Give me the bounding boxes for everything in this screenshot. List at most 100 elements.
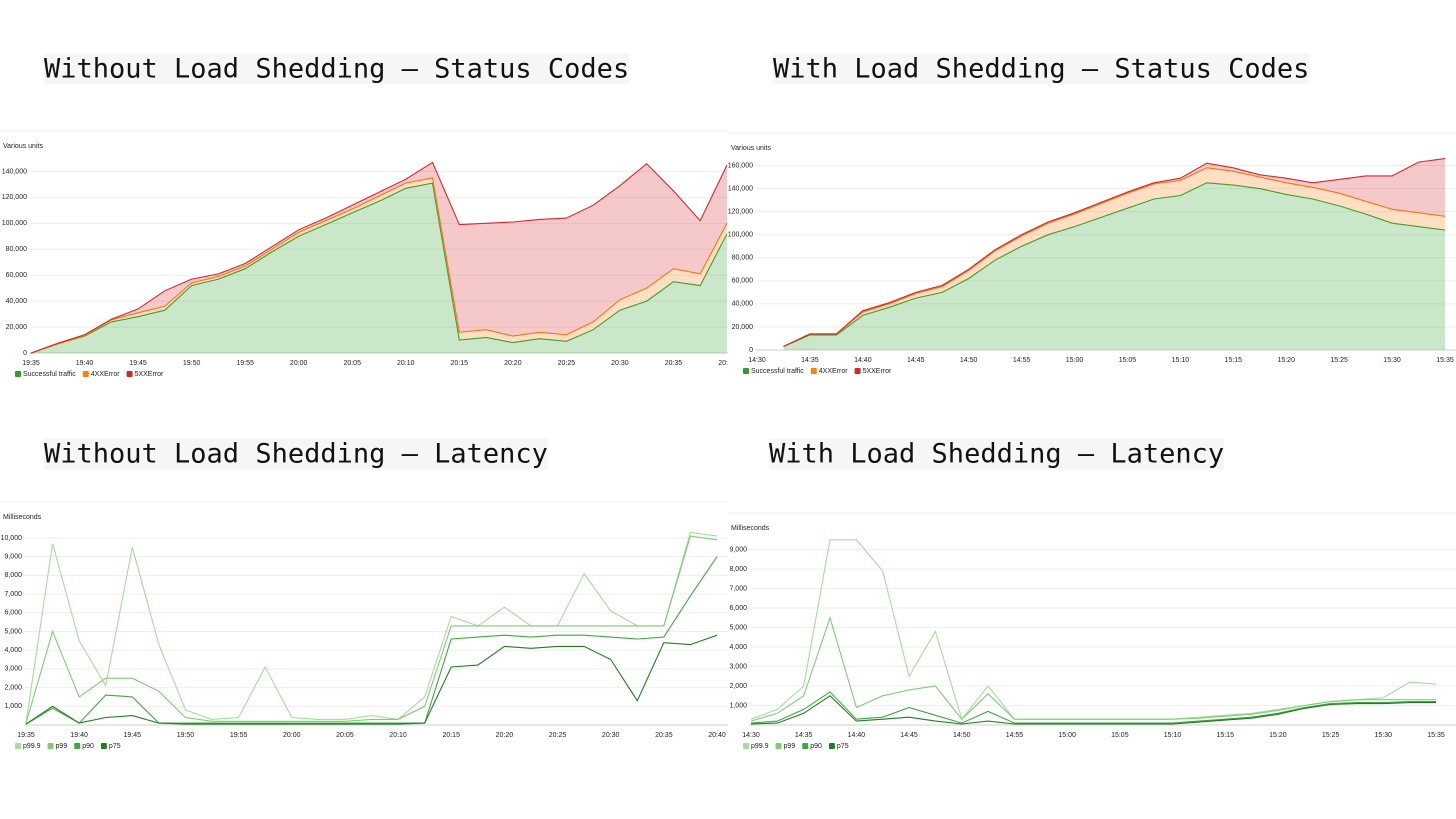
y-tick-label: 80,000 <box>732 255 754 262</box>
y-tick-label: 0 <box>749 347 753 354</box>
series-line <box>25 535 718 724</box>
y-tick-label: 3,000 <box>729 663 747 670</box>
x-tick-label: 20:05 <box>343 360 361 367</box>
x-tick-label: 15:30 <box>1383 357 1401 364</box>
legend-label: p99 <box>56 743 68 750</box>
legend-label: Successful traffic <box>751 368 804 375</box>
area-fill <box>31 162 727 353</box>
x-tick-label: 19:50 <box>177 732 195 739</box>
y-tick-label: 10,000 <box>1 535 23 542</box>
y-tick-label: 8,000 <box>4 572 22 579</box>
legend-swatch <box>854 368 861 374</box>
legend-label: 4XXError <box>819 368 848 375</box>
y-tick-label: 7,000 <box>729 585 747 592</box>
x-tick-label: 15:15 <box>1216 732 1234 739</box>
y-tick-label: 80,000 <box>6 246 28 253</box>
x-tick-label: 14:35 <box>795 732 813 739</box>
y-tick-label: 0 <box>23 350 27 357</box>
title-background <box>44 438 548 470</box>
x-tick-label: 14:30 <box>748 357 766 364</box>
area-fill <box>783 167 1445 347</box>
area-edge <box>783 167 1446 347</box>
legend-label: p99 <box>784 743 796 750</box>
legend-label: p90 <box>810 743 822 750</box>
x-tick-label: 15:35 <box>1427 732 1445 739</box>
x-tick-label: 15:10 <box>1172 357 1190 364</box>
y-tick-label: 120,000 <box>728 208 753 215</box>
legend-label: p75 <box>109 743 121 750</box>
x-tick-label: 14:35 <box>801 357 819 364</box>
y-tick-label: 1,000 <box>729 702 747 709</box>
x-tick-label: 20:00 <box>283 732 301 739</box>
x-tick-label: 20:25 <box>549 732 567 739</box>
x-tick-label: 20:10 <box>397 360 415 367</box>
y-tick-label: 100,000 <box>728 232 753 239</box>
legend-label: p75 <box>837 743 849 750</box>
x-tick-label: 15:35 <box>1436 357 1454 364</box>
y-tick-label: 160,000 <box>728 162 753 169</box>
y-tick-label: 120,000 <box>2 194 27 201</box>
x-tick-label: 15:05 <box>1119 357 1137 364</box>
chart-panel: With Load Shedding – Status Codes Various… <box>728 53 1456 375</box>
x-tick-label: 14:40 <box>854 357 872 364</box>
y-axis-label: Milliseconds <box>731 525 770 532</box>
x-tick-label: 20:10 <box>389 732 407 739</box>
chart-title: Without Load Shedding – Latency <box>44 439 548 470</box>
x-tick-label: 14:50 <box>960 357 978 364</box>
x-tick-label: 20:15 <box>451 360 469 367</box>
legend-swatch <box>47 743 54 749</box>
x-tick-label: 19:50 <box>183 360 201 367</box>
title-background <box>773 53 1310 85</box>
x-tick-label: 19:40 <box>70 732 88 739</box>
y-tick-label: 60,000 <box>6 272 28 279</box>
chart-panel: Without Load Shedding – Status Codes Vari… <box>0 53 736 378</box>
series-line <box>750 615 1436 722</box>
x-tick-label: 15:30 <box>1375 732 1393 739</box>
area-edge <box>30 182 728 354</box>
y-tick-label: 3,000 <box>4 666 22 673</box>
x-tick-label: 15:20 <box>1269 732 1287 739</box>
legend-swatch <box>828 743 835 749</box>
area-fill <box>783 182 1445 350</box>
y-tick-label: 20,000 <box>732 324 754 331</box>
legend-swatch <box>743 743 749 749</box>
area-fill <box>783 158 1445 347</box>
y-tick-label: 2,000 <box>729 683 747 690</box>
chart-title: With Load Shedding – Latency <box>769 439 1224 470</box>
chart-title: Without Load Shedding – Status Codes <box>44 54 629 85</box>
x-tick-label: 14:55 <box>1006 732 1024 739</box>
series-line <box>750 539 1437 721</box>
y-tick-label: 8,000 <box>729 566 747 573</box>
y-tick-label: 4,000 <box>729 644 747 651</box>
chart-panel: Without Load Shedding – Latency Milliseco… <box>0 438 728 750</box>
area-edge <box>783 182 1446 348</box>
x-tick-label: 19:45 <box>129 360 147 367</box>
series-line <box>750 691 1436 724</box>
x-tick-label: 14:40 <box>848 732 866 739</box>
x-tick-label: 19:40 <box>76 360 94 367</box>
legend-label: 4XXError <box>91 371 120 378</box>
x-tick-label: 15:25 <box>1330 357 1348 364</box>
chart-title: With Load Shedding – Status Codes <box>773 54 1309 85</box>
y-tick-label: 2,000 <box>4 684 22 691</box>
legend-label: p99.9 <box>23 743 41 750</box>
y-axis-label: Various units <box>3 143 43 150</box>
legend-swatch <box>74 743 81 749</box>
y-tick-label: 5,000 <box>729 624 747 631</box>
area-edge <box>30 161 728 354</box>
legend-swatch <box>15 371 21 377</box>
x-tick-label: 19:35 <box>17 732 35 739</box>
series-line <box>25 531 718 724</box>
x-tick-label: 15:15 <box>1225 357 1243 364</box>
y-tick-label: 9,000 <box>4 554 22 561</box>
y-tick-label: 6,000 <box>4 610 22 617</box>
x-tick-label: 20:20 <box>504 360 522 367</box>
x-tick-label: 20:40 <box>718 360 736 367</box>
legend-label: 5XXError <box>863 368 892 375</box>
x-tick-label: 15:25 <box>1322 732 1340 739</box>
y-tick-label: 1,000 <box>4 703 22 710</box>
x-tick-label: 20:05 <box>336 732 354 739</box>
legend-swatch <box>775 743 782 749</box>
